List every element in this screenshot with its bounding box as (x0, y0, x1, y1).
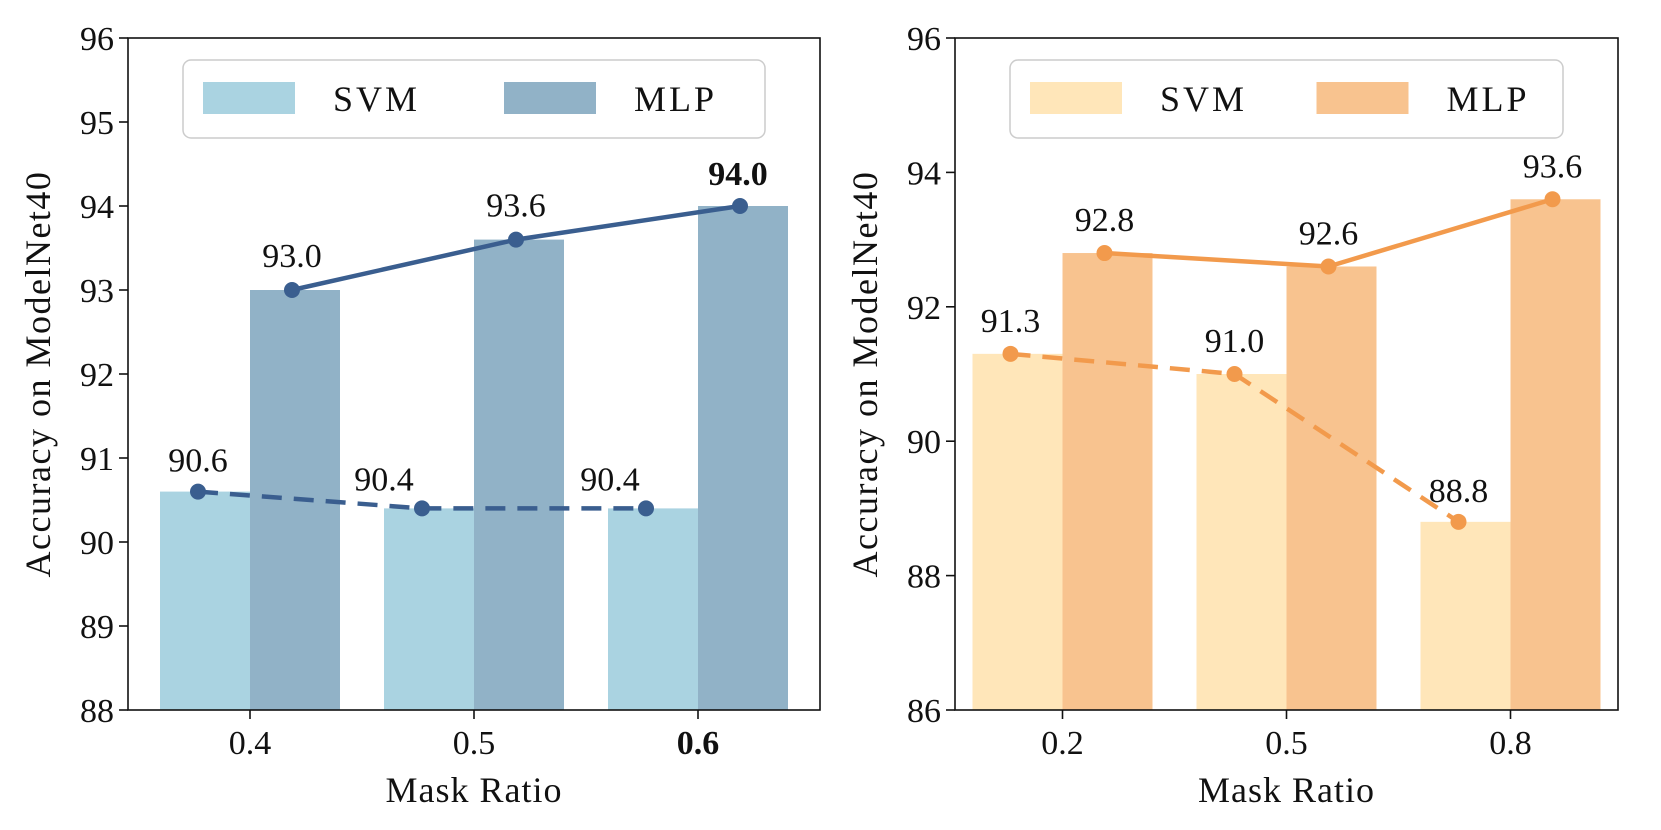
y-tick-label: 95 (80, 105, 114, 142)
marker-mlp-0.6 (732, 198, 748, 214)
data-label-svm-0.8: 88.8 (1429, 473, 1489, 510)
bar-mlp-0.5 (1286, 266, 1377, 710)
y-tick-label: 86 (907, 693, 941, 730)
legend-swatch-mlp (504, 82, 596, 114)
marker-mlp-0.8 (1544, 191, 1561, 208)
x-axis-title: Mask Ratio (386, 770, 563, 810)
legend: SVM MLP (1009, 59, 1564, 139)
y-tick-label: 92 (907, 290, 941, 327)
marker-mlp-0.4 (284, 282, 300, 298)
data-label-mlp-0.4: 93.0 (262, 238, 322, 275)
y-tick-label: 94 (80, 189, 114, 226)
marker-mlp-0.2 (1096, 245, 1113, 262)
legend-label-svm: SVM (1160, 79, 1247, 119)
data-label-mlp-0.5: 93.6 (486, 188, 546, 225)
y-tick-label: 93 (80, 273, 114, 310)
data-label-mlp-0.2: 92.8 (1075, 202, 1135, 239)
y-tick-label: 92 (80, 357, 114, 394)
data-label-svm-0.4: 90.6 (168, 443, 228, 480)
marker-svm-0.5 (1226, 366, 1243, 382)
y-tick-label: 90 (80, 525, 114, 562)
bar-svm-0.5 (1196, 374, 1287, 710)
bar-mlp-0.2 (1062, 253, 1153, 711)
y-axis-title: Accuracy on ModelNet40 (18, 171, 58, 578)
data-label-mlp-0.8: 93.6 (1523, 148, 1583, 185)
data-label-svm-0.5: 90.4 (354, 461, 414, 498)
legend-box (1009, 59, 1564, 139)
legend-swatch-mlp (1316, 82, 1409, 114)
y-tick-label: 88 (907, 559, 941, 596)
chart-panel-1: 90.6 90.4 90.4 93.0 93.6 94.0 88 89 90 91 92 93 94 95… (18, 21, 821, 810)
legend: SVM MLP (182, 59, 766, 139)
chart-panel-2: 91.3 91.0 88.8 92.8 92.6 93.6 86 88 90 92 94 96 0.2 0… (845, 21, 1619, 810)
data-label-mlp-0.6: 94.0 (708, 156, 768, 193)
marker-svm-0.5 (414, 500, 430, 517)
legend-swatch-svm (1030, 82, 1122, 114)
bar-svm-0.6 (608, 508, 698, 710)
marker-svm-0.2 (1002, 345, 1019, 362)
y-tick-label: 90 (907, 424, 941, 461)
data-label-mlp-0.5: 92.6 (1299, 215, 1359, 252)
bar-svm-0.4 (160, 491, 250, 710)
y-tick-label: 94 (907, 155, 941, 192)
marker-mlp-0.5 (508, 231, 524, 248)
marker-mlp-0.5 (1320, 258, 1337, 275)
bar-mlp-0.6 (698, 206, 788, 710)
y-tick-label: 89 (80, 609, 114, 646)
legend-label-mlp: MLP (634, 79, 717, 119)
x-axis-title: Mask Ratio (1198, 770, 1375, 810)
x-tick-label: 0.4 (229, 725, 272, 762)
y-tick-label: 88 (80, 693, 114, 730)
bar-svm-0.2 (972, 353, 1063, 710)
y-tick-label: 91 (80, 441, 114, 478)
marker-svm-0.8 (1450, 513, 1467, 530)
y-axis-title: Accuracy on ModelNet40 (845, 171, 885, 578)
x-tick-label: 0.6 (677, 725, 720, 762)
data-label-svm-0.6: 90.4 (580, 461, 640, 498)
legend-swatch-svm (203, 82, 295, 114)
data-label-svm-0.2: 91.3 (981, 303, 1041, 340)
legend-box (182, 59, 766, 139)
x-tick-label: 0.2 (1041, 725, 1084, 762)
bar-svm-0.5 (384, 508, 474, 710)
x-tick-label: 0.5 (1265, 725, 1308, 762)
y-tick-label: 96 (907, 21, 941, 58)
bar-mlp-0.5 (474, 239, 564, 710)
data-label-svm-0.5: 91.0 (1205, 323, 1265, 360)
x-tick-label: 0.8 (1489, 725, 1532, 762)
y-tick-label: 96 (80, 21, 114, 58)
marker-svm-0.6 (638, 500, 654, 517)
legend-label-svm: SVM (333, 79, 420, 119)
marker-svm-0.4 (190, 483, 206, 500)
x-tick-label: 0.5 (453, 725, 496, 762)
bar-mlp-0.8 (1510, 199, 1601, 710)
bar-svm-0.8 (1420, 521, 1511, 710)
legend-label-mlp: MLP (1447, 79, 1530, 119)
